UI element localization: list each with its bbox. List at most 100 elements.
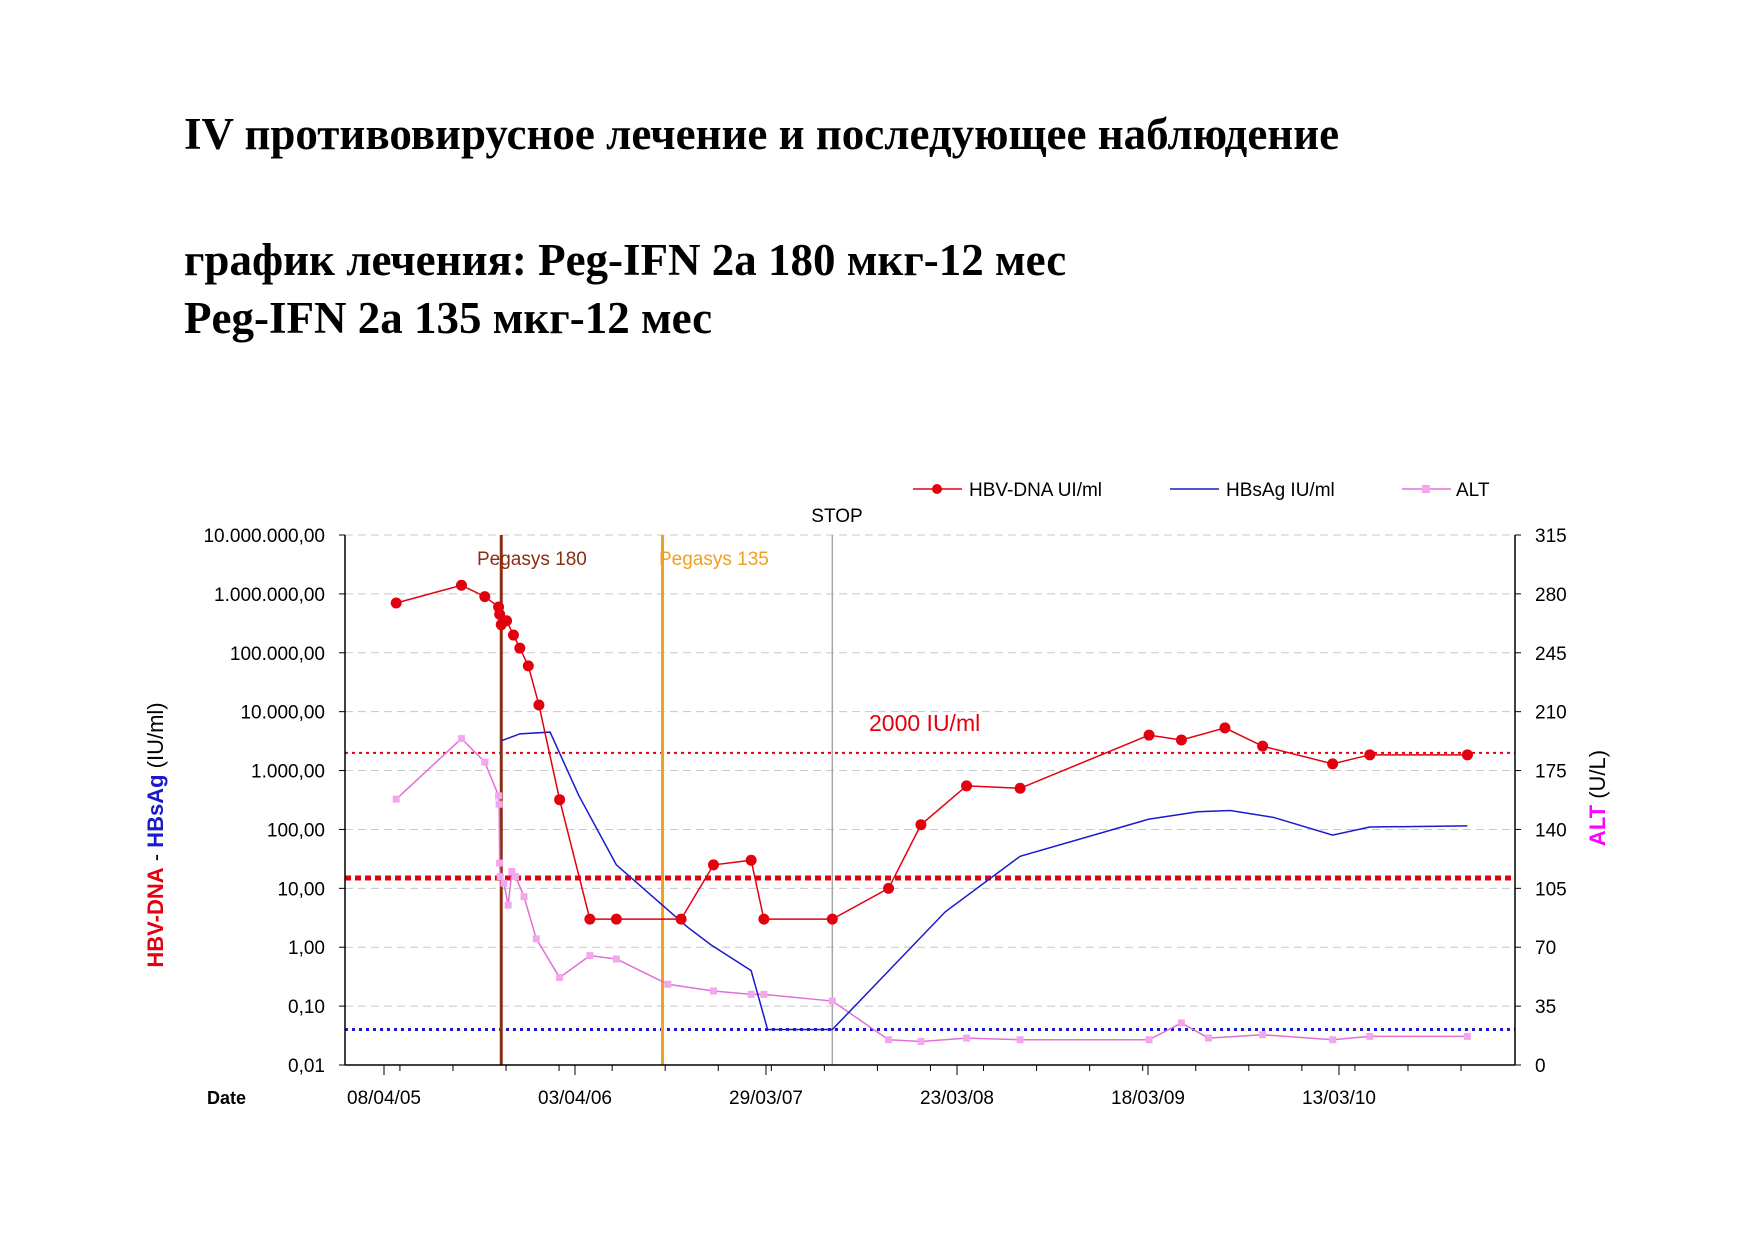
data-point-alt xyxy=(612,955,620,963)
x-tick-label: 29/03/07 xyxy=(729,1088,803,1109)
data-point-alt xyxy=(1259,1031,1267,1039)
data-point-alt xyxy=(760,990,768,998)
data-point-hbv-dna xyxy=(514,642,526,654)
data-point-alt xyxy=(556,974,564,982)
left-tick-label: 0,01 xyxy=(288,1056,325,1077)
data-point-hbv-dna xyxy=(745,854,757,866)
data-point-hbv-dna xyxy=(961,780,973,792)
axis-ticks: 0,01 0,10 1,00 10,00 100,00 1.000,00 10.000,00… xyxy=(203,526,1566,1109)
x-tick-label: 23/03/08 xyxy=(920,1088,994,1109)
data-point-hbv-dna xyxy=(707,859,719,871)
series-alt xyxy=(392,735,1471,1045)
legend-item-hbsag: HBsAg IU/ml xyxy=(1170,480,1335,501)
data-point-alt xyxy=(1329,1036,1337,1044)
right-tick-label: 105 xyxy=(1535,879,1567,900)
data-point-hbv-dna xyxy=(494,608,506,620)
legend-item-hbv-dna: HBV-DNA UI/ml xyxy=(913,480,1102,501)
threshold-label: 2000 IU/ml xyxy=(869,710,980,736)
data-point-hbv-dna xyxy=(533,699,545,711)
data-point-hbv-dna xyxy=(1327,758,1339,770)
right-tick-label: 140 xyxy=(1535,820,1567,841)
legend-label-alt: ALT xyxy=(1456,480,1490,501)
data-point-alt xyxy=(1177,1019,1185,1027)
data-point-hbv-dna xyxy=(1219,722,1231,734)
left-tick-label: 10.000.000,00 xyxy=(203,526,325,547)
legend-marker-alt xyxy=(1422,485,1430,493)
data-point-alt xyxy=(520,893,528,901)
right-tick-label: 35 xyxy=(1535,997,1556,1018)
stop-label: STOP xyxy=(811,506,862,527)
slide-subtitle-line2: Peg-IFN 2a 135 мкг-12 мес xyxy=(184,293,713,343)
data-point-alt xyxy=(457,735,465,743)
right-tick-label: 70 xyxy=(1535,938,1556,959)
data-series xyxy=(390,579,1473,1045)
data-point-hbv-dna xyxy=(522,660,534,672)
pegasys180-label: Pegasys 180 xyxy=(477,549,587,570)
data-point-alt xyxy=(747,990,755,998)
data-point-hbv-dna xyxy=(501,615,513,627)
slide-subtitle-line1: график лечения: Peg-IFN 2a 180 мкг-12 ме… xyxy=(184,235,1067,285)
legend-label-hbv-dna: HBV-DNA UI/ml xyxy=(969,480,1102,501)
data-point-hbv-dna xyxy=(507,629,519,641)
pegasys135-label: Pegasys 135 xyxy=(659,549,769,570)
left-tick-label: 10,00 xyxy=(277,879,325,900)
left-axis-title-part-2: - xyxy=(143,848,168,868)
data-point-hbv-dna xyxy=(1175,734,1187,746)
right-axis-title: ALT (U/L) xyxy=(1585,750,1610,846)
data-point-hbv-dna xyxy=(479,591,491,603)
data-point-hbv-dna xyxy=(1143,729,1155,741)
data-point-alt xyxy=(1145,1036,1153,1044)
data-point-hbv-dna xyxy=(883,882,895,894)
series-hbsag xyxy=(500,731,1468,1031)
data-point-alt xyxy=(496,859,504,867)
data-point-alt xyxy=(709,987,717,995)
data-point-hbv-dna xyxy=(675,913,687,925)
legend-item-alt: ALT xyxy=(1402,480,1490,501)
left-tick-label: 100,00 xyxy=(267,820,325,841)
right-tick-label: 315 xyxy=(1535,526,1567,547)
data-point-alt xyxy=(1463,1032,1471,1040)
axes xyxy=(344,535,1516,1066)
left-axis-title: HBV-DNA - HBsAg (IU/ml) xyxy=(143,702,168,967)
left-axis-title-part-1: HBV-DNA xyxy=(143,867,168,967)
data-point-hbv-dna xyxy=(584,913,596,925)
data-point-alt xyxy=(1016,1036,1024,1044)
right-tick-label: 245 xyxy=(1535,644,1567,665)
right-axis-title-part-2: (U/L) xyxy=(1585,750,1610,805)
right-tick-label: 210 xyxy=(1535,703,1567,724)
x-axis-label: Date xyxy=(207,1088,246,1108)
x-tick-label: 08/04/05 xyxy=(347,1088,421,1109)
data-point-alt xyxy=(481,758,489,766)
left-axis-title-part-4: (IU/ml) xyxy=(143,702,168,774)
data-point-alt xyxy=(512,873,520,881)
data-point-alt xyxy=(1366,1032,1374,1040)
left-tick-label: 1,00 xyxy=(288,938,325,959)
right-axis-title-part-1: ALT xyxy=(1585,804,1610,846)
data-point-alt xyxy=(885,1036,893,1044)
data-point-hbv-dna xyxy=(390,597,402,609)
reference-lines xyxy=(345,751,1515,1032)
data-point-hbv-dna xyxy=(554,794,566,806)
data-point-hbv-dna xyxy=(455,579,467,591)
left-tick-label: 100.000,00 xyxy=(230,644,325,665)
data-point-alt xyxy=(586,952,594,960)
data-point-alt xyxy=(495,800,503,808)
data-point-alt xyxy=(495,792,503,800)
data-point-alt xyxy=(664,980,672,988)
data-point-alt xyxy=(500,879,508,887)
data-point-hbv-dna xyxy=(1257,740,1269,752)
left-tick-label: 10.000,00 xyxy=(240,703,325,724)
data-point-alt xyxy=(504,901,512,909)
data-point-alt xyxy=(963,1034,971,1042)
data-point-alt xyxy=(828,997,836,1005)
data-point-hbv-dna xyxy=(610,913,622,925)
data-point-alt xyxy=(1204,1034,1212,1042)
left-tick-label: 1.000,00 xyxy=(251,762,325,783)
data-point-alt xyxy=(508,868,516,876)
x-tick-label: 13/03/10 xyxy=(1302,1088,1376,1109)
right-tick-label: 0 xyxy=(1535,1056,1546,1077)
data-point-alt xyxy=(392,795,400,803)
data-point-hbv-dna xyxy=(758,913,770,925)
series-line-hbsag xyxy=(500,731,1468,1031)
data-point-alt xyxy=(532,935,540,943)
